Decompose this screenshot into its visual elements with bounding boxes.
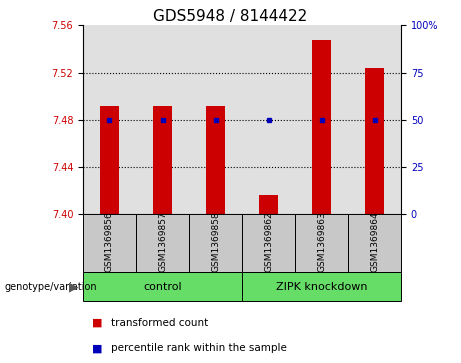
Text: ■: ■ bbox=[92, 318, 103, 328]
Bar bbox=[259, 195, 278, 214]
Text: GSM1369864: GSM1369864 bbox=[370, 212, 379, 272]
Bar bbox=[242, 214, 295, 272]
Bar bbox=[365, 68, 384, 214]
Text: ZIPK knockdown: ZIPK knockdown bbox=[276, 282, 367, 292]
Text: ▶: ▶ bbox=[69, 280, 78, 293]
Bar bbox=[206, 106, 225, 214]
Text: genotype/variation: genotype/variation bbox=[5, 282, 97, 292]
Text: GDS5948 / 8144422: GDS5948 / 8144422 bbox=[154, 9, 307, 24]
Text: GSM1369857: GSM1369857 bbox=[158, 212, 167, 272]
Bar bbox=[189, 214, 242, 272]
Text: transformed count: transformed count bbox=[111, 318, 208, 328]
Text: GSM1369858: GSM1369858 bbox=[211, 212, 220, 272]
Text: GSM1369863: GSM1369863 bbox=[317, 212, 326, 272]
Text: control: control bbox=[143, 282, 182, 292]
Bar bbox=[312, 40, 331, 214]
Text: GSM1369862: GSM1369862 bbox=[264, 212, 273, 272]
Bar bbox=[136, 214, 189, 272]
Text: GSM1369856: GSM1369856 bbox=[105, 212, 114, 272]
Bar bbox=[348, 214, 401, 272]
Text: percentile rank within the sample: percentile rank within the sample bbox=[111, 343, 287, 354]
Bar bbox=[83, 272, 242, 301]
Bar bbox=[83, 214, 136, 272]
Bar bbox=[100, 106, 119, 214]
Text: ■: ■ bbox=[92, 343, 103, 354]
Bar bbox=[242, 272, 401, 301]
Bar bbox=[153, 106, 172, 214]
Bar bbox=[295, 214, 348, 272]
